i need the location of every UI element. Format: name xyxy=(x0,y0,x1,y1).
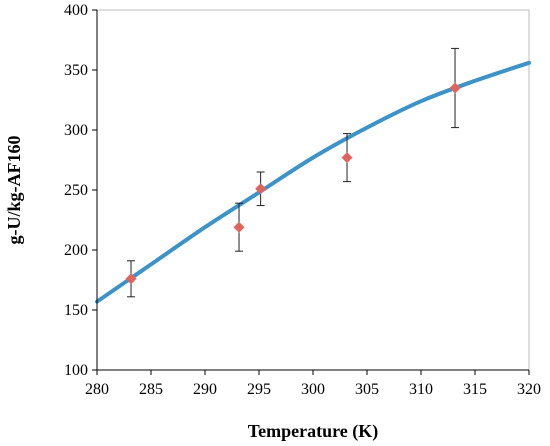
x-tick-layer: 280 285 290 295 300 305 310 315 320 xyxy=(85,370,541,398)
x-tick-label: 320 xyxy=(517,381,541,398)
x-tick-label: 305 xyxy=(355,381,379,398)
fit-curve-layer xyxy=(95,60,531,304)
data-point-layer xyxy=(125,82,461,285)
x-tick-label: 300 xyxy=(301,381,325,398)
data-point xyxy=(125,273,137,285)
y-tick-label: 300 xyxy=(64,122,88,139)
y-tick-label: 200 xyxy=(64,242,88,259)
fit-curve xyxy=(95,60,531,304)
plot-frame xyxy=(96,9,530,371)
x-axis-title: Temperature (K) xyxy=(248,421,378,442)
data-point xyxy=(233,221,245,233)
y-tick-label: 350 xyxy=(64,62,88,79)
data-point xyxy=(341,152,353,164)
data-point xyxy=(449,82,461,94)
x-tick-label: 285 xyxy=(139,381,163,398)
y-tick-label: 250 xyxy=(64,182,88,199)
x-tick-label: 295 xyxy=(247,381,271,398)
x-tick-label: 315 xyxy=(463,381,487,398)
data-point xyxy=(255,183,267,195)
error-bar-layer xyxy=(127,47,460,298)
x-tick-label: 290 xyxy=(193,381,217,398)
y-tick-label: 100 xyxy=(64,362,88,379)
x-tick-label: 280 xyxy=(85,381,109,398)
x-tick-label: 310 xyxy=(409,381,433,398)
y-tick-layer: 100 150 200 250 300 350 400 xyxy=(64,2,97,379)
y-tick-label: 150 xyxy=(64,302,88,319)
y-axis-title: g-U/kg-AF160 xyxy=(4,136,24,245)
y-tick-label: 400 xyxy=(64,2,88,19)
